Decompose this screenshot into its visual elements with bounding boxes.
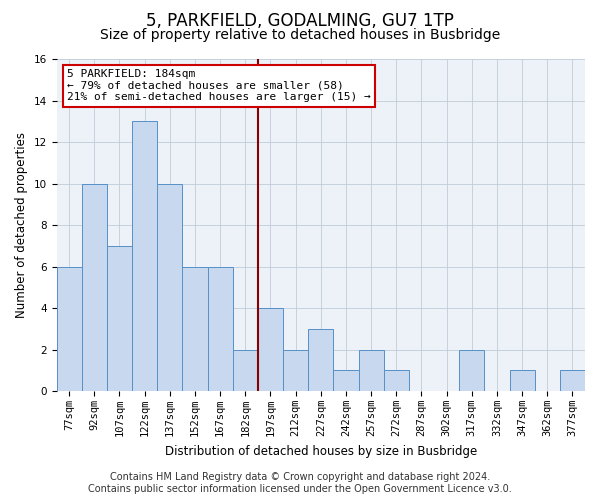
Bar	[182, 266, 208, 391]
X-axis label: Distribution of detached houses by size in Busbridge: Distribution of detached houses by size …	[164, 444, 477, 458]
Bar	[334, 370, 359, 391]
Bar	[233, 350, 258, 391]
Y-axis label: Number of detached properties: Number of detached properties	[15, 132, 28, 318]
Bar	[258, 308, 283, 391]
Bar	[308, 329, 334, 391]
Bar	[509, 370, 535, 391]
Bar	[82, 184, 107, 391]
Bar	[383, 370, 409, 391]
Text: Contains HM Land Registry data © Crown copyright and database right 2024.
Contai: Contains HM Land Registry data © Crown c…	[88, 472, 512, 494]
Text: 5 PARKFIELD: 184sqm
← 79% of detached houses are smaller (58)
21% of semi-detach: 5 PARKFIELD: 184sqm ← 79% of detached ho…	[67, 69, 371, 102]
Bar	[157, 184, 182, 391]
Bar	[132, 122, 157, 391]
Text: Size of property relative to detached houses in Busbridge: Size of property relative to detached ho…	[100, 28, 500, 42]
Bar	[283, 350, 308, 391]
Bar	[208, 266, 233, 391]
Bar	[107, 246, 132, 391]
Bar	[56, 266, 82, 391]
Bar	[359, 350, 383, 391]
Bar	[459, 350, 484, 391]
Bar	[560, 370, 585, 391]
Text: 5, PARKFIELD, GODALMING, GU7 1TP: 5, PARKFIELD, GODALMING, GU7 1TP	[146, 12, 454, 30]
